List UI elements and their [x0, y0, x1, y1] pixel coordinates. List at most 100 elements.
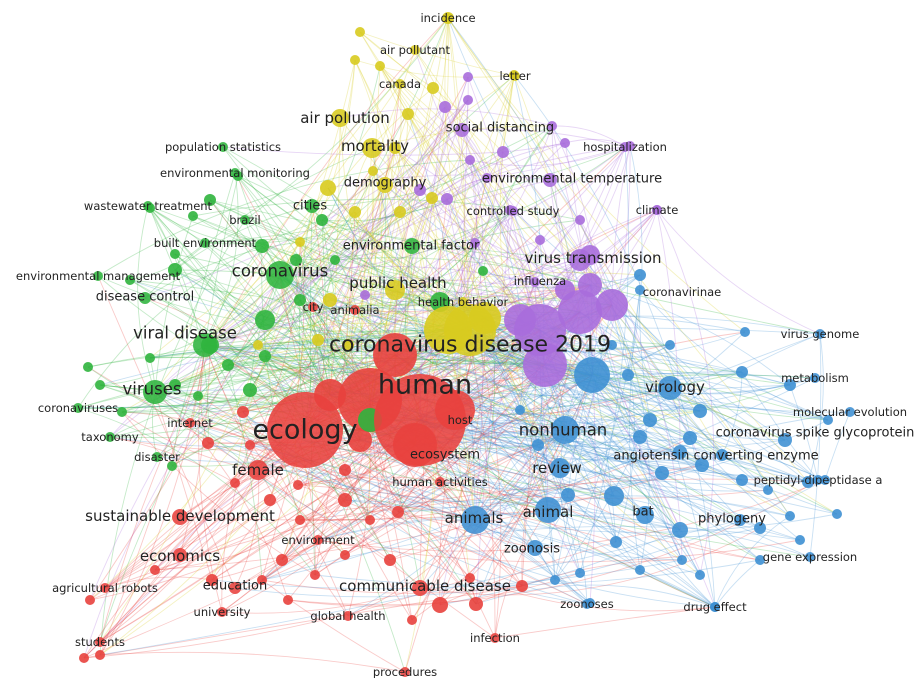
label-animal[interactable]: animal — [523, 503, 574, 521]
label-coronavirinae[interactable]: coronavirinae — [643, 285, 722, 299]
node-influenza[interactable] — [530, 277, 540, 287]
node-environmental-monitoring[interactable] — [230, 168, 240, 178]
node-ecology[interactable] — [267, 392, 343, 468]
node-mortality[interactable] — [362, 138, 382, 158]
node-molecular-evolution[interactable] — [845, 407, 855, 417]
label-hospitalization[interactable]: hospitalization — [583, 140, 667, 154]
label-viral-disease[interactable]: viral disease — [133, 324, 237, 343]
label-cities[interactable]: cities — [293, 199, 327, 214]
node-environmental-management[interactable] — [93, 271, 103, 281]
node-incidence[interactable] — [443, 13, 453, 23]
label-controlled-study[interactable]: controlled study — [467, 204, 560, 218]
label-virus-transmission[interactable]: virus transmission — [524, 249, 661, 267]
node-economics[interactable] — [173, 548, 187, 562]
label-human-activities[interactable]: human activities — [392, 475, 488, 489]
label-ecology[interactable]: ecology — [252, 415, 357, 446]
node-animalia[interactable] — [350, 305, 360, 315]
label-health-behavior[interactable]: health behavior — [418, 295, 509, 309]
node-city[interactable] — [308, 302, 318, 312]
node-population-statistics[interactable] — [218, 142, 228, 152]
label-environmental-factor[interactable]: environmental factor — [343, 239, 480, 254]
label-taxonomy[interactable]: taxonomy — [81, 430, 139, 444]
label-population-statistics[interactable]: population statistics — [165, 140, 281, 154]
label-human[interactable]: human — [378, 370, 472, 401]
node-education[interactable] — [229, 582, 241, 594]
node-disaster[interactable] — [152, 452, 162, 462]
label-nonhuman[interactable]: nonhuman — [519, 421, 608, 440]
node-virus-genome[interactable] — [815, 329, 825, 339]
label-education[interactable]: education — [203, 579, 268, 594]
node-environmental-temperature[interactable] — [543, 173, 557, 187]
node-air-pollutant[interactable] — [410, 45, 420, 55]
node-animals[interactable] — [461, 506, 489, 534]
node-public-health[interactable] — [385, 280, 405, 300]
label-economics[interactable]: economics — [140, 547, 220, 565]
node-hospitalization[interactable] — [620, 142, 630, 152]
node-demography[interactable] — [377, 177, 393, 193]
node-air-pollution[interactable] — [331, 109, 349, 127]
node-gene-expression[interactable] — [805, 552, 815, 562]
node-letter[interactable] — [510, 71, 520, 81]
label-spike-glycoprotein[interactable]: coronavirus spike glycoprotein — [716, 426, 915, 441]
node-viral-disease[interactable] — [193, 333, 217, 357]
node-cities[interactable] — [305, 199, 319, 213]
label-coronaviruses[interactable]: coronaviruses — [38, 401, 118, 415]
node-agricultural-robots[interactable] — [100, 583, 110, 593]
label-environmental-management[interactable]: environmental management — [16, 269, 181, 283]
node-disease-control[interactable] — [139, 292, 151, 304]
node-infection[interactable] — [490, 633, 500, 643]
node-communicable-disease[interactable] — [412, 580, 428, 596]
label-disease-control[interactable]: disease control — [96, 290, 195, 305]
label-drug-effect[interactable]: drug effect — [683, 600, 747, 614]
node-review[interactable] — [550, 458, 570, 478]
label-environment[interactable]: environment — [281, 533, 355, 547]
node-human-activities[interactable] — [435, 477, 445, 487]
label-gene-expression[interactable]: gene expression — [763, 550, 857, 564]
node-built-environment[interactable] — [200, 238, 210, 248]
node-brazil[interactable] — [240, 215, 250, 225]
node-spike-glycoprotein[interactable] — [778, 433, 792, 447]
label-molecular-evolution[interactable]: molecular evolution — [793, 405, 907, 419]
label-infection[interactable]: infection — [470, 631, 520, 645]
node-coronavirus[interactable] — [266, 261, 294, 289]
label-canada[interactable]: canada — [379, 77, 421, 91]
label-virology[interactable]: virology — [645, 378, 705, 396]
label-coronavirus[interactable]: coronavirus — [232, 262, 328, 281]
label-mortality[interactable]: mortality — [341, 137, 409, 155]
label-zoonoses[interactable]: zoonoses — [560, 597, 614, 611]
node-female[interactable] — [248, 460, 268, 480]
node-university[interactable] — [217, 607, 227, 617]
label-animalia[interactable]: animalia — [330, 303, 379, 317]
label-ace[interactable]: angiotensin converting enzyme — [613, 449, 818, 464]
label-university[interactable]: university — [194, 605, 251, 619]
label-environmental-monitoring[interactable]: environmental monitoring — [160, 166, 310, 180]
node-drug-effect[interactable] — [710, 602, 720, 612]
label-review[interactable]: review — [532, 459, 582, 477]
label-animals[interactable]: animals — [445, 509, 504, 527]
label-host[interactable]: host — [448, 413, 473, 427]
label-procedures[interactable]: procedures — [373, 665, 437, 678]
node-metabolism[interactable] — [810, 373, 820, 383]
label-peptidyl[interactable]: peptidyl-dipeptidase a — [754, 473, 883, 487]
node-virus-transmission[interactable] — [569, 249, 591, 271]
node-wastewater-treatment[interactable] — [143, 201, 153, 211]
node-health-behavior[interactable] — [458, 297, 468, 307]
label-climate[interactable]: climate — [636, 203, 679, 217]
label-social-distancing[interactable]: social distancing — [446, 121, 554, 136]
node-environmental-factor[interactable] — [404, 238, 420, 254]
label-public-health[interactable]: public health — [349, 274, 446, 292]
node-covid2019[interactable] — [444, 304, 496, 356]
node-animal[interactable] — [535, 497, 561, 523]
node-internet[interactable] — [185, 418, 195, 428]
label-letter[interactable]: letter — [499, 69, 530, 83]
label-bat[interactable]: bat — [632, 505, 653, 520]
node-taxonomy[interactable] — [105, 432, 115, 442]
node-global-health[interactable] — [343, 611, 353, 621]
label-metabolism[interactable]: metabolism — [781, 371, 849, 385]
label-zoonosis[interactable]: zoonosis — [504, 542, 560, 557]
node-host[interactable] — [435, 390, 475, 430]
label-covid2019[interactable]: coronavirus disease 2019 — [329, 333, 611, 358]
node-bat[interactable] — [636, 506, 654, 524]
node-ecosystem[interactable] — [393, 423, 437, 467]
node-canada[interactable] — [395, 79, 405, 89]
